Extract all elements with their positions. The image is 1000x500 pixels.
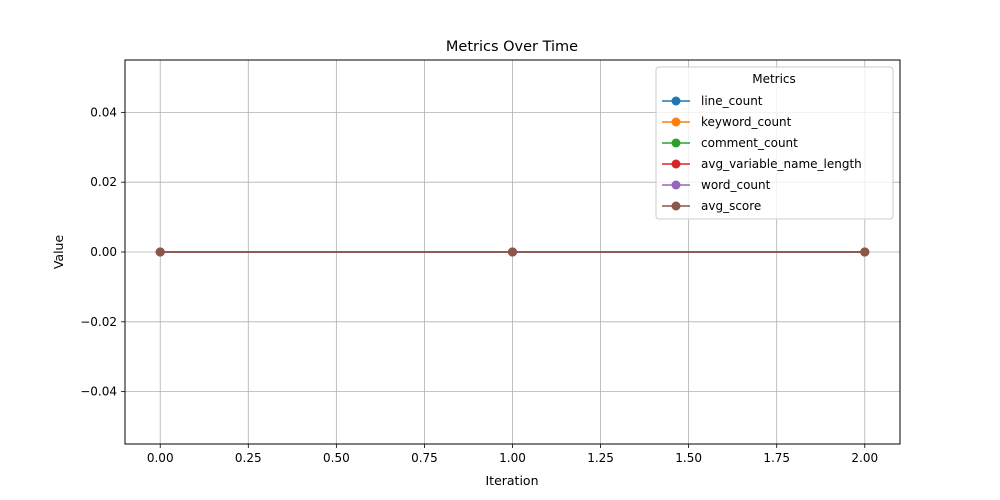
legend-box	[655, 66, 894, 220]
x-tick-label: 0.25	[235, 451, 262, 465]
legend-marker	[671, 180, 681, 190]
legend-label: word_count	[701, 178, 771, 192]
y-tick-label: −0.04	[80, 385, 117, 399]
chart-title: Metrics Over Time	[446, 39, 578, 55]
data-point	[860, 247, 870, 257]
y-axis-label: Value	[51, 235, 66, 270]
data-point	[508, 247, 517, 257]
y-tick-label: −0.02	[80, 315, 117, 329]
legend-label: line_count	[701, 94, 763, 108]
legend-items: line_count keyword_count comment_count avg_…	[662, 94, 862, 213]
legend-marker	[671, 159, 681, 169]
legend-item: avg_variable_name_length	[662, 157, 862, 171]
x-tick-label: 1.25	[587, 451, 614, 465]
legend-item: keyword_count	[662, 115, 792, 129]
legend-marker	[671, 117, 681, 127]
x-tick-label: 0.00	[147, 451, 174, 465]
legend-item: avg_score	[662, 199, 761, 213]
x-axis-label: Iteration	[485, 473, 538, 488]
legend-marker	[671, 138, 681, 148]
legend-title: Metrics	[752, 72, 796, 86]
legend-label: avg_variable_name_length	[701, 157, 862, 171]
y-tick-label: 0.04	[90, 105, 117, 119]
x-tick-label: 1.00	[499, 451, 526, 465]
x-tick-label: 0.75	[411, 451, 438, 465]
x-tick-label: 1.50	[675, 451, 702, 465]
y-tick-label: 0.00	[90, 245, 117, 259]
x-tick-label: 1.75	[763, 451, 790, 465]
data-point	[155, 247, 165, 257]
legend-marker	[671, 201, 681, 211]
legend-item: word_count	[662, 178, 771, 192]
series-layer	[155, 247, 870, 257]
y-tick-label: 0.02	[90, 175, 117, 189]
tick-layer: 0.00 0.25 0.50 0.75 1.00 1.25 1.50 1.75 2.00 −0.0…	[80, 105, 878, 465]
legend-item: line_count	[662, 94, 763, 108]
legend: Metrics line_count keyword_count comment_c…	[655, 66, 894, 220]
legend-label: keyword_count	[701, 115, 792, 129]
x-tick-label: 0.50	[323, 451, 350, 465]
legend-marker	[671, 96, 681, 106]
legend-item: comment_count	[662, 136, 798, 150]
series-avg_score	[155, 247, 870, 257]
x-tick-label: 2.00	[851, 451, 878, 465]
legend-label: avg_score	[701, 199, 761, 213]
legend-label: comment_count	[701, 136, 798, 150]
